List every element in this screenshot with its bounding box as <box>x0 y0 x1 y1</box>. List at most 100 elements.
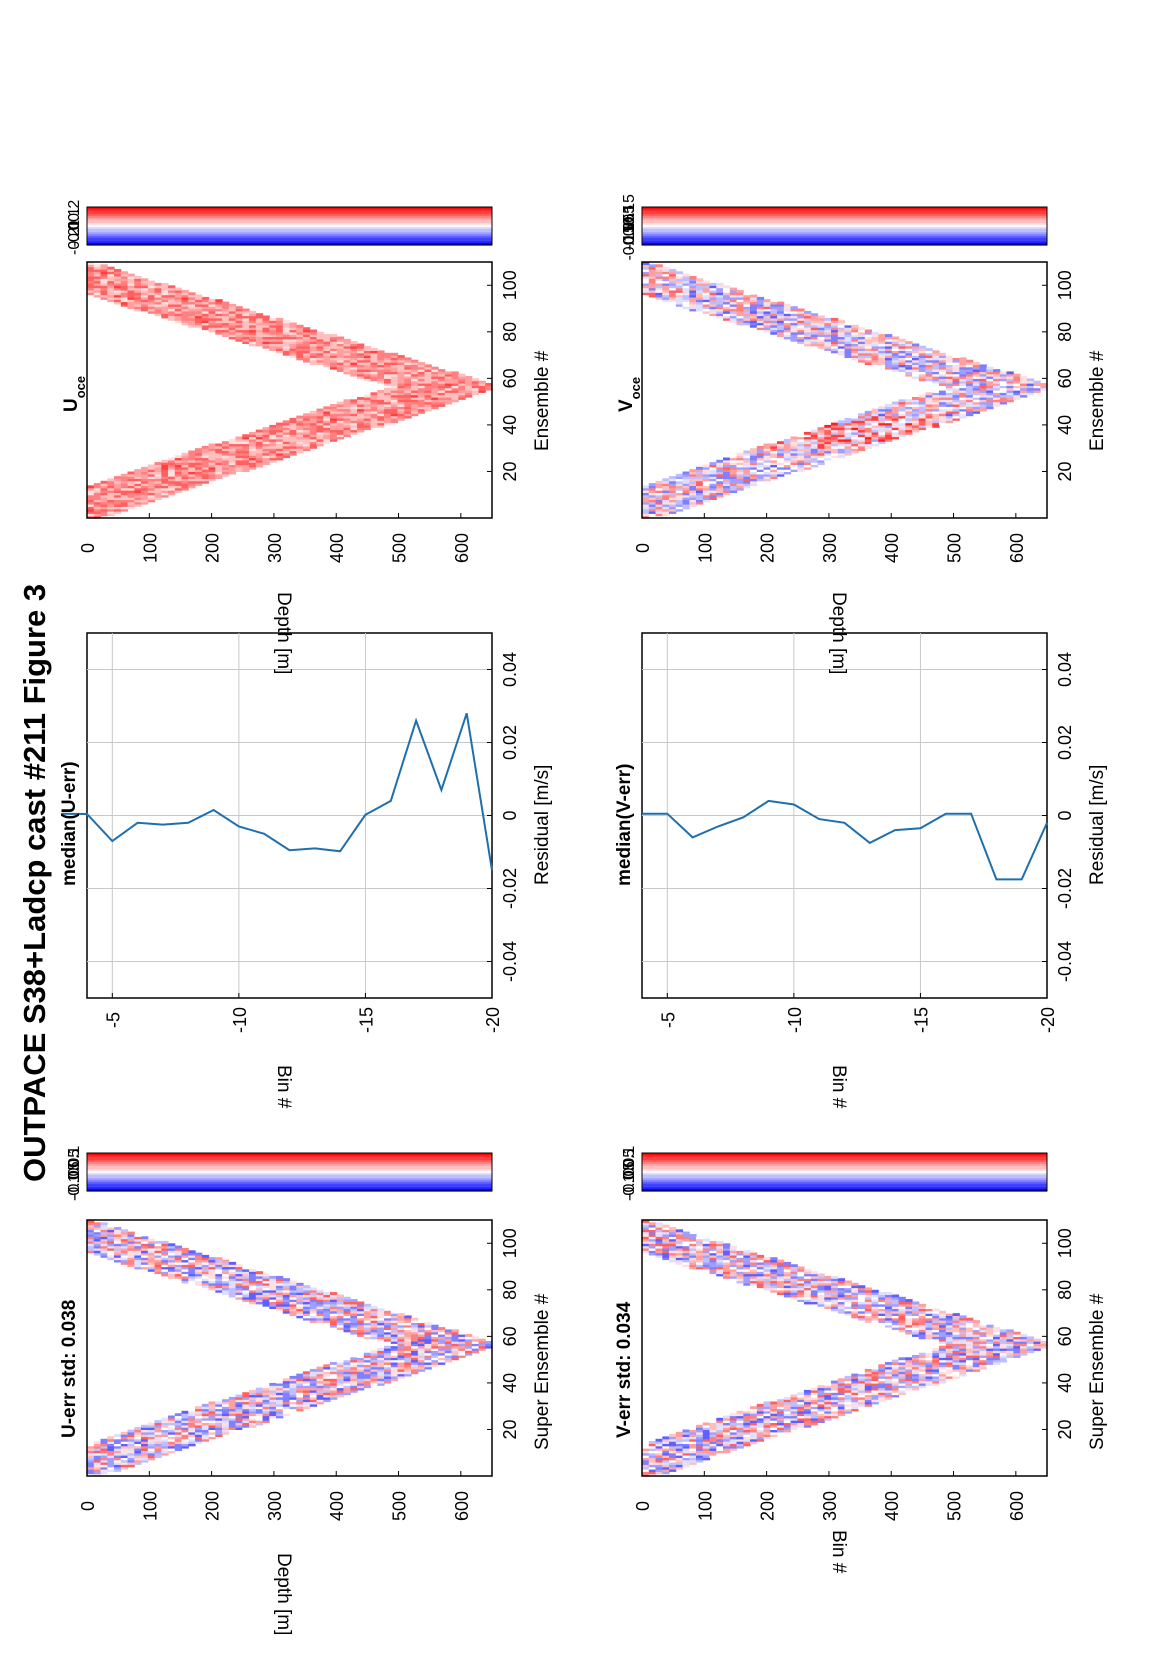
heatmap-cell <box>370 417 378 421</box>
heatmap-cell <box>471 1348 480 1351</box>
heatmap-cell <box>87 1471 95 1475</box>
heatmap-cell <box>323 357 331 361</box>
heatmap-cell <box>797 1415 805 1419</box>
heatmap-cell <box>289 434 297 438</box>
heatmap-cell <box>966 1317 974 1321</box>
heatmap-cell <box>669 1443 677 1447</box>
colorbar-tick-label: 0.2 <box>66 200 83 222</box>
heatmap-cell <box>336 434 345 438</box>
heatmap-cell <box>87 1462 95 1465</box>
heatmap-cell <box>262 1413 270 1417</box>
heatmap-cell <box>100 483 108 486</box>
heatmap-cell <box>127 276 135 279</box>
heatmap-cell <box>215 303 223 307</box>
heatmap-cell <box>912 1327 920 1330</box>
heatmap-cell <box>120 497 129 500</box>
heatmap-cell <box>269 1289 277 1293</box>
heatmap-cell <box>188 452 196 456</box>
heatmap-cell <box>390 1345 399 1349</box>
heatmap-cell <box>100 1445 108 1449</box>
heatmap-cell <box>390 394 399 398</box>
heatmap-cell <box>905 1382 913 1386</box>
heatmap-cell <box>966 1352 974 1356</box>
heatmap-cell <box>1006 1343 1014 1347</box>
heatmap-cell <box>289 338 297 342</box>
heatmap-cell <box>120 292 129 296</box>
heatmap-cell <box>390 385 399 389</box>
heatmap-cell <box>222 1273 230 1277</box>
heatmap-cell <box>864 1315 873 1319</box>
heatmap-cell <box>141 1455 149 1458</box>
heatmap-cell <box>702 1254 711 1258</box>
heatmap-cell <box>127 480 135 484</box>
y-tick-label: 400 <box>327 533 347 563</box>
heatmap-cell <box>662 1452 670 1456</box>
heatmap-cell <box>458 397 466 400</box>
heatmap-cell <box>323 345 331 349</box>
heatmap-cell <box>471 390 480 393</box>
heatmap-cell <box>269 336 277 340</box>
heatmap-cell <box>993 1327 1001 1330</box>
heatmap-cell <box>979 1338 987 1342</box>
heatmap-cell <box>269 431 277 435</box>
heatmap-cell <box>662 1443 670 1447</box>
heatmap-cell <box>100 1252 108 1256</box>
heatmap-cell <box>161 299 169 303</box>
heatmap-cell <box>343 408 351 412</box>
heatmap-cell <box>222 443 230 447</box>
heatmap-cell <box>215 306 223 310</box>
heatmap-cell <box>309 1382 318 1386</box>
heatmap-cell <box>276 1399 284 1403</box>
heatmap-cell <box>404 380 412 384</box>
heatmap-cell <box>100 1459 108 1463</box>
heatmap-cell <box>424 1355 432 1358</box>
heatmap-cell <box>93 276 102 279</box>
heatmap-cell <box>120 1261 129 1265</box>
heatmap-cell <box>93 1443 102 1447</box>
heatmap-cell <box>154 310 162 314</box>
heatmap-cell <box>289 1394 297 1398</box>
heatmap-cell <box>939 1366 947 1370</box>
heatmap-cell <box>696 1245 704 1249</box>
heatmap-cell <box>323 1303 331 1307</box>
heatmap-cell <box>289 1375 297 1379</box>
heatmap-cell <box>350 1359 358 1363</box>
heatmap-cell <box>296 336 304 340</box>
heatmap-cell <box>750 1434 758 1437</box>
heatmap-cell <box>444 373 453 377</box>
heatmap-cell <box>1006 1341 1014 1344</box>
heatmap-cell <box>1033 1348 1041 1351</box>
heatmap-cell <box>777 1259 785 1263</box>
heatmap-cell <box>979 1348 987 1351</box>
heatmap-cell <box>188 1427 196 1430</box>
heatmap-cell <box>323 424 331 428</box>
heatmap-cell <box>763 1431 771 1435</box>
heatmap-cell <box>114 1455 122 1458</box>
heatmap-cell <box>858 1317 866 1321</box>
heatmap-cell <box>303 331 311 335</box>
heatmap-cell <box>141 287 149 291</box>
heatmap-cell <box>932 1359 940 1363</box>
heatmap-cell <box>918 1375 927 1379</box>
heatmap-cell <box>1026 1350 1035 1354</box>
heatmap-cell <box>208 1271 216 1275</box>
heatmap-cell <box>424 1324 432 1328</box>
heatmap-cell <box>181 317 189 321</box>
heatmap-cell <box>824 1399 832 1403</box>
heatmap-cell <box>939 1322 947 1326</box>
heatmap-cell <box>444 401 453 405</box>
heatmap-cell <box>404 1343 412 1347</box>
heatmap-cell <box>120 278 129 282</box>
heatmap-cell <box>168 1250 176 1254</box>
heatmap-cell <box>363 1329 372 1333</box>
heatmap-cell <box>770 1422 778 1426</box>
heatmap-cell <box>215 1408 223 1412</box>
heatmap-cell <box>905 1359 913 1363</box>
heatmap-cell <box>986 1352 994 1356</box>
heatmap-cell <box>417 1324 426 1328</box>
heatmap-cell <box>709 1445 717 1449</box>
heatmap-cell <box>114 499 122 503</box>
heatmap-cell <box>269 1403 277 1407</box>
heatmap-cell <box>411 1368 419 1372</box>
heatmap-cell <box>147 1457 156 1461</box>
